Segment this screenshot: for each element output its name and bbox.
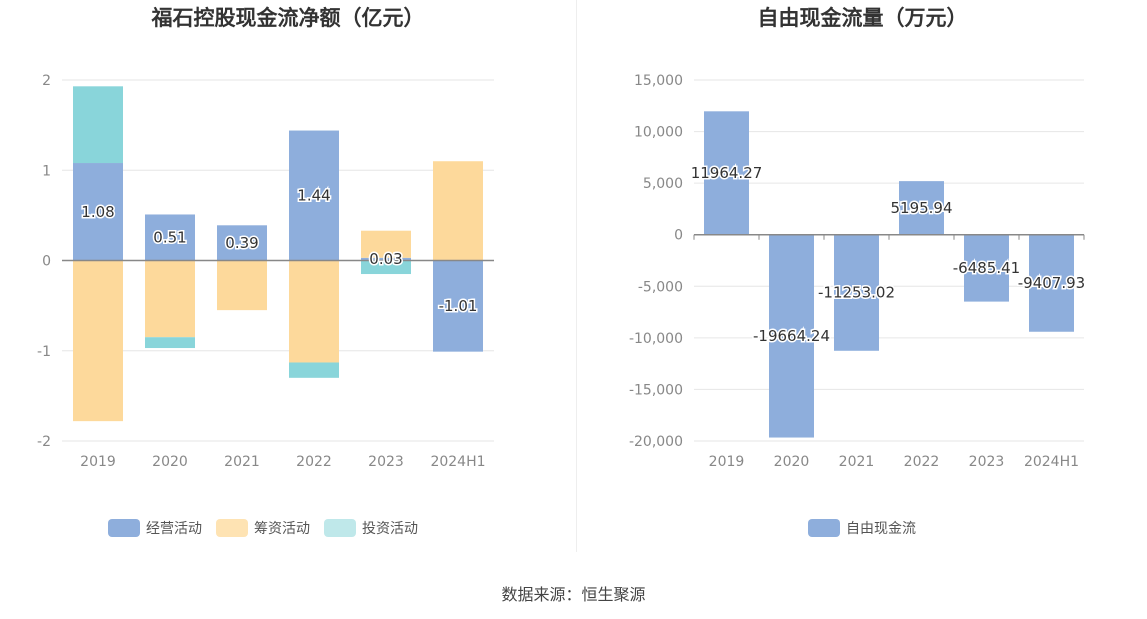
left-bar-0	[361, 257, 411, 261]
right-legend: 自由现金流	[808, 518, 930, 538]
left-legend: 经营活动 筹资活动 投资活动	[108, 518, 432, 538]
left-x-tick-label: 2023	[368, 454, 404, 470]
legend-label-free-cash-flow: 自由现金流	[846, 521, 916, 537]
right-bar	[769, 234, 814, 438]
right-y-tick-label: -10,000	[629, 331, 683, 347]
left-data-label: 0.51	[153, 228, 186, 246]
legend-swatch-financing	[216, 519, 248, 537]
legend-item-free-cash-flow[interactable]: 自由现金流	[808, 518, 916, 538]
left-data-label: -1.01	[439, 297, 478, 315]
right-bar	[834, 234, 879, 351]
right-data-label: -11253.02	[818, 284, 895, 302]
right-x-tick-label: 2019	[709, 454, 745, 470]
legend-label-investing: 投资活动	[362, 521, 418, 537]
left-y-tick-label: 1	[42, 163, 51, 179]
panel-divider	[576, 0, 577, 552]
right-data-label: 11964.27	[691, 164, 763, 182]
right-bar	[704, 111, 749, 235]
left-bar-0	[433, 260, 483, 352]
right-data-label: -6485.41	[953, 259, 1020, 277]
legend-swatch-operating	[108, 519, 140, 537]
left-bar-2	[145, 337, 195, 349]
right-y-tick-label: 15,000	[634, 73, 683, 89]
left-bar-1	[73, 260, 123, 422]
left-x-tick-label: 2019	[80, 454, 116, 470]
left-data-label: 1.44	[297, 187, 330, 205]
left-bar-0	[217, 225, 267, 261]
left-data-label: 1.08	[81, 203, 114, 221]
right-chart-title: 自由现金流量（万元）	[757, 6, 968, 30]
legend-label-operating: 经营活动	[146, 521, 202, 537]
left-bar-2	[361, 260, 411, 275]
right-y-tick-label: 10,000	[634, 125, 683, 141]
right-x-tick-label: 2021	[839, 454, 875, 470]
legend-swatch-free-cash-flow	[808, 519, 840, 537]
data-source: 数据来源：恒生聚源	[501, 585, 646, 604]
right-y-tick-label: 5,000	[643, 176, 683, 192]
left-bar-1	[433, 161, 483, 261]
legend-item-operating[interactable]: 经营活动	[108, 518, 202, 538]
left-x-tick-label: 2021	[224, 454, 260, 470]
legend-swatch-investing	[324, 519, 356, 537]
right-bar	[899, 181, 944, 235]
right-y-tick-label: -15,000	[629, 382, 683, 398]
left-x-tick-label: 2022	[296, 454, 332, 470]
legend-label-financing: 筹资活动	[254, 521, 310, 537]
left-bar-0	[289, 130, 339, 261]
right-bar	[964, 234, 1009, 302]
right-data-label: -9407.93	[1018, 274, 1085, 292]
left-bar-1	[217, 260, 267, 311]
right-data-label: -19664.24	[753, 327, 830, 345]
left-bar-1	[289, 260, 339, 363]
left-y-tick-label: 0	[42, 254, 51, 270]
left-x-tick-label: 2024H1	[430, 454, 485, 470]
right-y-tick-label: 0	[674, 228, 683, 244]
left-chart-title: 福石控股现金流净额（亿元）	[151, 6, 425, 30]
left-bar-0	[73, 163, 123, 261]
right-x-tick-label: 2020	[774, 454, 810, 470]
right-y-tick-label: -5,000	[638, 279, 683, 295]
left-bar-1	[145, 260, 195, 338]
right-y-tick-label: -20,000	[629, 434, 683, 450]
left-bar-1	[361, 230, 411, 258]
right-x-tick-label: 2024H1	[1024, 454, 1079, 470]
left-x-tick-label: 2020	[152, 454, 188, 470]
left-bar-2	[289, 362, 339, 378]
right-bar	[1029, 234, 1074, 332]
legend-item-investing[interactable]: 投资活动	[324, 518, 418, 538]
left-y-tick-label: 2	[42, 73, 51, 89]
legend-item-financing[interactable]: 筹资活动	[216, 518, 310, 538]
left-data-label: 0.03	[369, 250, 402, 268]
right-x-tick-label: 2022	[904, 454, 940, 470]
left-bar-2	[73, 86, 123, 164]
left-y-tick-label: -1	[37, 344, 51, 360]
right-x-tick-label: 2023	[969, 454, 1005, 470]
left-bar-0	[145, 214, 195, 261]
left-data-label: 0.39	[225, 234, 258, 252]
right-data-label: 5195.94	[890, 199, 952, 217]
left-y-tick-label: -2	[37, 434, 51, 450]
